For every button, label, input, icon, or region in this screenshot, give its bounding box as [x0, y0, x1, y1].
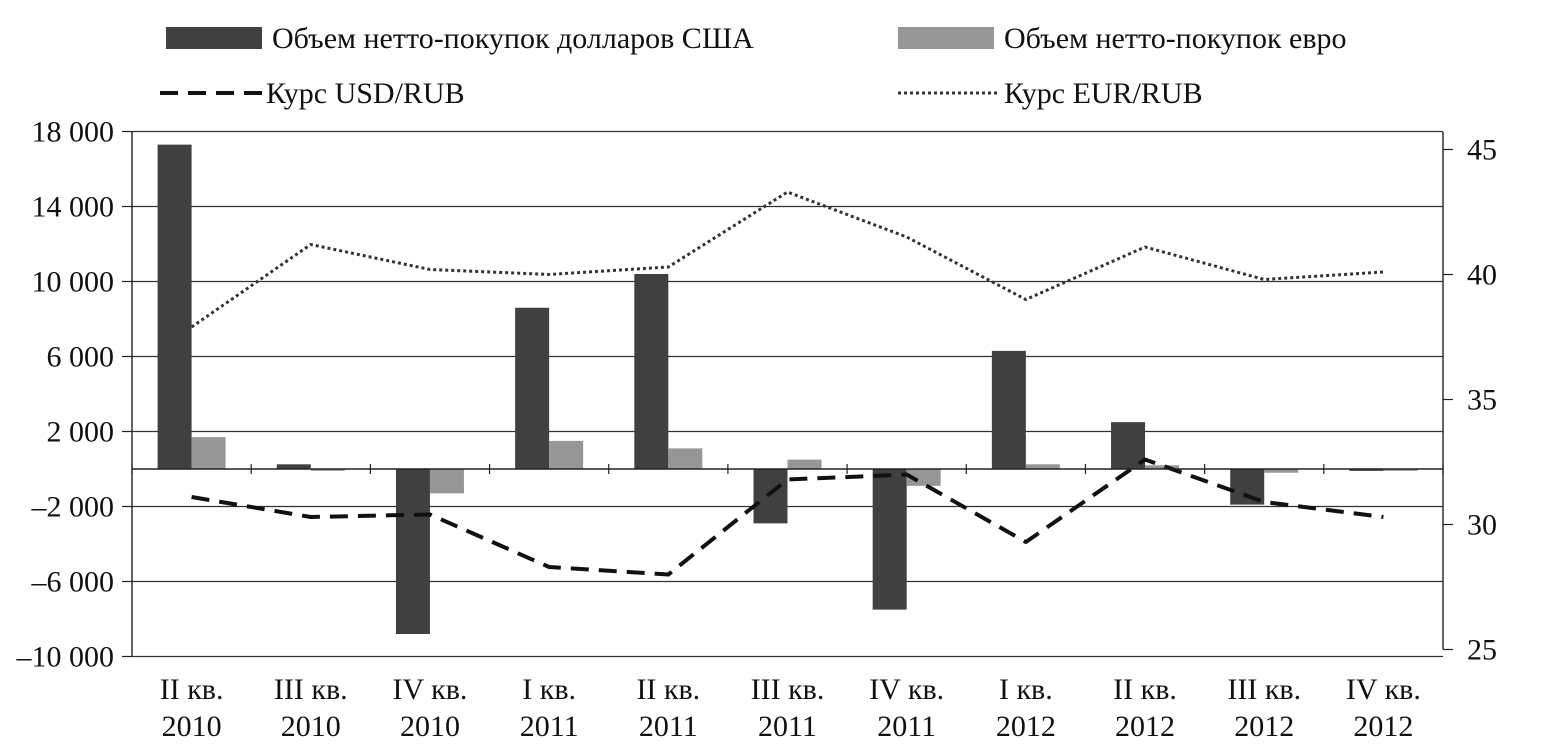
bar-usd: [276, 464, 311, 469]
bars: [157, 144, 1418, 634]
right-tick-label: 40: [1467, 259, 1497, 292]
bar-eur: [787, 459, 822, 469]
grid: [132, 130, 1443, 658]
x-label-quarter: I кв.: [999, 673, 1053, 706]
bar-usd: [634, 274, 669, 469]
left-tick-label: 10 000: [32, 266, 115, 299]
x-label-year: 2010: [281, 710, 341, 743]
legend-eur-rub-label: Курс EUR/RUB: [1004, 77, 1203, 110]
right-tick-label: 45: [1467, 134, 1497, 167]
bar-eur: [906, 469, 941, 486]
left-tick-label: 2 000: [47, 416, 115, 449]
bar-usd: [515, 307, 550, 469]
left-tick-label: 14 000: [32, 191, 115, 224]
right-tick-label: 25: [1467, 634, 1497, 667]
x-label-year: 2011: [639, 710, 698, 743]
legend-eur-volume-swatch: [898, 27, 994, 49]
x-labels: II кв. 2010 III кв. 2010 IV кв. 2010 I кв. 2011…: [160, 673, 1421, 743]
x-label-quarter: II кв.: [1113, 673, 1177, 706]
bar-eur: [1264, 469, 1299, 473]
line-usd-rub: [191, 457, 1384, 577]
bar-usd: [872, 469, 907, 610]
bar-eur: [668, 448, 703, 469]
x-label-year: 2012: [1115, 710, 1175, 743]
bar-eur: [310, 469, 345, 471]
x-label-quarter: III кв.: [274, 673, 348, 706]
bar-usd: [395, 469, 430, 634]
x-label-year: 2011: [520, 710, 579, 743]
x-label-quarter: IV кв.: [1346, 673, 1421, 706]
bar-eur: [1025, 464, 1060, 469]
x-label-quarter: IV кв.: [393, 673, 468, 706]
line-eur-rub: [190, 190, 1384, 329]
x-label-quarter: I кв.: [522, 673, 576, 706]
left-tick-label: –6 000: [31, 566, 115, 599]
bar-usd: [753, 469, 788, 524]
legend-eur-volume-label: Объем нетто-покупок евро: [1004, 22, 1347, 55]
bar-eur: [429, 469, 464, 494]
x-label-quarter: III кв.: [1227, 673, 1301, 706]
right-tick-label: 35: [1467, 384, 1497, 417]
x-label-year: 2010: [162, 710, 222, 743]
x-label-quarter: III кв.: [751, 673, 825, 706]
x-label-year: 2011: [758, 710, 817, 743]
legend: Объем нетто-покупок долларов США Объем не…: [160, 22, 1347, 110]
bar-eur: [1383, 469, 1418, 471]
x-label-quarter: II кв.: [160, 673, 224, 706]
bar-usd: [1349, 469, 1384, 471]
legend-usd-rub-label: Курс USD/RUB: [266, 77, 465, 110]
tick-labels: 18 000 14 000 10 000 6 000 2 000 –2 000 –6 000…: [16, 116, 1498, 674]
left-tick-label: 6 000: [47, 341, 115, 374]
lines: [190, 190, 1384, 577]
axes: [122, 130, 1453, 658]
left-tick-label: –2 000: [31, 491, 115, 524]
right-tick-label: 30: [1467, 509, 1497, 542]
bar-eur: [549, 440, 584, 469]
x-label-year: 2012: [1353, 710, 1413, 743]
x-label-year: 2012: [1234, 710, 1294, 743]
left-tick-label: –10 000: [16, 641, 115, 674]
legend-usd-volume-swatch: [166, 27, 262, 49]
x-label-quarter: IV кв.: [869, 673, 944, 706]
bar-eur: [1145, 465, 1180, 469]
x-label-year: 2011: [877, 710, 936, 743]
x-label-year: 2010: [400, 710, 460, 743]
left-tick-label: 18 000: [32, 116, 115, 149]
bar-eur: [191, 437, 226, 469]
legend-usd-volume-label: Объем нетто-покупок долларов США: [272, 22, 754, 55]
x-label-quarter: II кв.: [636, 673, 700, 706]
x-label-year: 2012: [996, 710, 1056, 743]
bar-usd: [991, 350, 1026, 469]
bar-usd: [157, 144, 192, 469]
